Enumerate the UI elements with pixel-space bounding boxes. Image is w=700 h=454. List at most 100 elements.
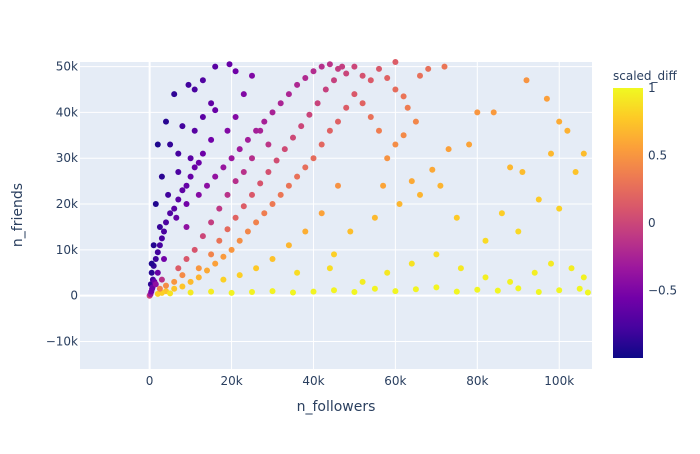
data-point xyxy=(335,118,341,125)
data-point xyxy=(232,178,239,185)
data-point xyxy=(290,134,296,141)
data-point xyxy=(482,274,489,281)
data-point xyxy=(302,164,309,171)
data-point xyxy=(204,182,210,189)
data-point xyxy=(154,141,161,148)
data-point xyxy=(253,265,260,272)
data-point xyxy=(548,150,554,157)
data-point xyxy=(226,61,233,68)
data-point xyxy=(269,288,276,295)
data-point xyxy=(232,68,239,75)
data-point xyxy=(232,214,239,221)
data-point xyxy=(165,191,172,198)
data-point xyxy=(339,63,346,70)
data-point xyxy=(150,242,157,249)
data-point xyxy=(171,205,178,212)
data-point xyxy=(404,104,411,111)
data-point xyxy=(183,256,190,262)
data-point xyxy=(314,100,321,107)
data-point xyxy=(425,65,432,72)
data-point xyxy=(535,289,542,295)
y-tick-label: 10k xyxy=(56,243,78,257)
data-point xyxy=(253,127,260,134)
data-point xyxy=(359,100,366,107)
data-point xyxy=(171,285,178,292)
data-point xyxy=(568,265,575,272)
data-point xyxy=(515,285,522,292)
data-points xyxy=(146,59,591,299)
data-point xyxy=(216,205,223,212)
data-point xyxy=(199,114,206,120)
data-point xyxy=(179,187,186,194)
data-point xyxy=(161,256,167,262)
data-point xyxy=(220,253,227,260)
data-point xyxy=(249,155,255,162)
data-point xyxy=(179,272,186,279)
data-point xyxy=(195,191,202,198)
data-point xyxy=(249,289,255,295)
data-point xyxy=(277,100,284,107)
data-point xyxy=(351,63,358,70)
data-point xyxy=(331,287,337,294)
data-point xyxy=(371,214,378,221)
data-point xyxy=(384,155,391,162)
data-point xyxy=(326,265,333,272)
data-point xyxy=(396,201,403,207)
data-point xyxy=(322,86,329,93)
data-point xyxy=(212,173,219,180)
data-point xyxy=(441,63,448,70)
data-point xyxy=(185,81,192,88)
data-point xyxy=(474,109,481,116)
data-point xyxy=(265,169,272,175)
data-point xyxy=(175,196,182,203)
data-point xyxy=(167,210,174,217)
data-point xyxy=(195,274,202,281)
data-point xyxy=(433,251,440,258)
data-point xyxy=(408,260,415,267)
data-point xyxy=(183,182,190,189)
data-point xyxy=(173,214,180,221)
data-point xyxy=(158,235,165,242)
data-point xyxy=(490,109,497,116)
data-point xyxy=(224,127,231,134)
data-point xyxy=(156,224,163,230)
data-point xyxy=(261,118,268,125)
data-point xyxy=(228,246,235,253)
y-tick-label: 50k xyxy=(56,60,78,74)
data-point xyxy=(367,114,374,120)
x-tick-label: 100k xyxy=(544,374,574,388)
data-point xyxy=(384,269,391,276)
data-point xyxy=(531,269,538,276)
data-point xyxy=(392,59,399,65)
data-point xyxy=(326,127,333,134)
data-point xyxy=(244,136,251,143)
data-point xyxy=(437,182,444,189)
data-point xyxy=(269,201,276,207)
data-point xyxy=(515,228,522,235)
data-point xyxy=(285,242,292,249)
data-point xyxy=(183,201,190,207)
y-axis-title: n_friends xyxy=(10,183,26,247)
data-point xyxy=(580,150,587,157)
data-point xyxy=(580,274,587,281)
data-point xyxy=(453,214,460,221)
x-tick-label: 60k xyxy=(384,374,406,388)
data-point xyxy=(400,93,407,100)
data-point xyxy=(163,219,169,226)
data-point xyxy=(240,203,247,210)
data-point xyxy=(156,242,163,249)
data-point xyxy=(154,269,161,276)
data-point xyxy=(249,72,255,79)
data-point xyxy=(392,141,399,148)
data-point xyxy=(556,287,563,294)
data-point xyxy=(183,224,190,230)
data-point xyxy=(380,182,387,189)
x-tick-label: 0 xyxy=(146,374,154,388)
grid-lines xyxy=(80,62,592,369)
data-point xyxy=(240,91,247,98)
data-point xyxy=(191,164,198,171)
data-point xyxy=(232,114,239,120)
data-point xyxy=(187,155,194,162)
data-point xyxy=(158,173,165,180)
data-point xyxy=(228,289,235,296)
